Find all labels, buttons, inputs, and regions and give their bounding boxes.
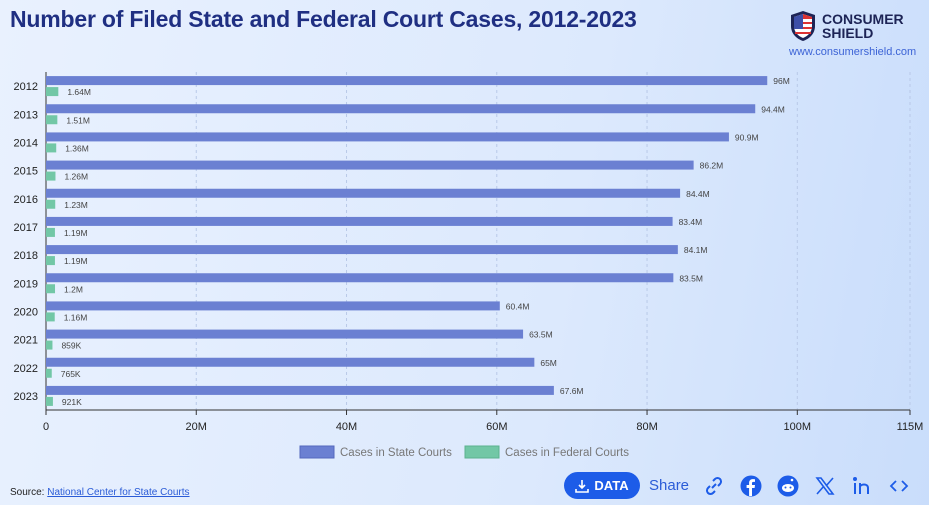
y-tick-label: 2020 — [14, 306, 38, 318]
state-data-label: 83.5M — [679, 273, 703, 283]
federal-data-label: 921K — [62, 397, 82, 407]
federal-bar — [46, 115, 58, 125]
reddit-icon[interactable] — [775, 473, 801, 499]
legend-swatch — [299, 445, 335, 459]
x-tick-label: 40M — [336, 421, 357, 433]
federal-data-label: 1.23M — [64, 200, 88, 210]
x-tick-label: 115M — [897, 421, 924, 433]
y-tick-label: 2015 — [14, 166, 38, 178]
x-tick-label: 80M — [636, 421, 657, 433]
source-note: Source: National Center for State Courts — [10, 487, 190, 498]
state-data-label: 67.6M — [560, 386, 584, 396]
state-bar — [46, 216, 673, 226]
state-data-label: 90.9M — [735, 132, 759, 142]
share-label: Share — [649, 477, 690, 494]
state-bar — [46, 104, 756, 114]
state-data-label: 94.4M — [761, 104, 785, 114]
state-data-label: 83.4M — [679, 217, 703, 227]
source-label: Source: — [10, 487, 45, 498]
y-tick-label: 2014 — [14, 137, 38, 149]
federal-bar — [46, 284, 56, 294]
federal-data-label: 765K — [61, 369, 81, 379]
federal-bar — [46, 199, 56, 209]
federal-data-label: 1.36M — [65, 143, 89, 153]
state-bar — [46, 357, 535, 367]
x-tick-label: 60M — [486, 421, 507, 433]
state-data-label: 86.2M — [700, 161, 724, 171]
x-tick-label: 20M — [186, 421, 207, 433]
federal-data-label: 1.26M — [64, 172, 88, 182]
chart-title: Number of Filed State and Federal Court … — [10, 6, 637, 32]
federal-bar — [46, 87, 59, 97]
state-bar — [46, 160, 694, 170]
download-data-button[interactable]: DATA — [564, 472, 640, 499]
legend-label: Cases in State Courts — [340, 447, 452, 459]
link-icon[interactable] — [701, 473, 727, 499]
logo-text-2: SHIELD — [822, 25, 874, 41]
state-bar — [46, 385, 554, 395]
federal-data-label: 859K — [61, 341, 81, 351]
x-tick-label: 100M — [784, 421, 812, 433]
x-icon[interactable] — [812, 473, 838, 499]
y-tick-label: 2016 — [14, 194, 38, 206]
shield-flag-icon — [791, 11, 815, 41]
embed-icon[interactable] — [886, 473, 912, 499]
y-tick-label: 2018 — [14, 250, 38, 262]
state-data-label: 63.5M — [529, 330, 553, 340]
source-link[interactable]: National Center for State Courts — [47, 487, 190, 498]
state-data-label: 96M — [773, 76, 790, 86]
consumershield-logo[interactable]: CONSUMER SHIELD — [790, 10, 904, 42]
state-bar — [46, 329, 524, 339]
federal-bar — [46, 227, 55, 237]
legend-swatch — [464, 445, 500, 459]
federal-bar — [46, 312, 55, 322]
federal-bar — [46, 143, 57, 153]
legend-label: Cases in Federal Courts — [505, 447, 629, 459]
state-data-label: 65M — [540, 358, 557, 368]
download-icon — [575, 479, 590, 493]
x-tick-label: 0 — [43, 421, 49, 433]
federal-data-label: 1.64M — [67, 87, 91, 97]
federal-bar — [46, 396, 53, 406]
federal-bar — [46, 340, 53, 350]
logo-text-1: CONSUMER — [822, 11, 904, 27]
federal-bar — [46, 368, 52, 378]
y-tick-label: 2023 — [14, 391, 38, 403]
y-tick-label: 2019 — [14, 278, 38, 290]
linkedin-icon[interactable] — [849, 473, 875, 499]
state-bar — [46, 301, 500, 311]
facebook-icon[interactable] — [738, 473, 764, 499]
federal-bar — [46, 171, 56, 181]
federal-data-label: 1.2M — [64, 284, 83, 294]
state-bar — [46, 245, 678, 255]
y-tick-label: 2013 — [14, 109, 38, 121]
logo-url[interactable]: www.consumershield.com — [789, 46, 917, 58]
data-button-label: DATA — [594, 478, 629, 493]
y-tick-label: 2012 — [14, 81, 38, 93]
state-bar — [46, 188, 681, 198]
state-data-label: 84.1M — [684, 245, 708, 255]
federal-data-label: 1.16M — [64, 312, 88, 322]
federal-data-label: 1.19M — [64, 256, 88, 266]
state-bar — [46, 76, 768, 86]
state-bar — [46, 273, 674, 283]
y-tick-label: 2022 — [14, 363, 38, 375]
state-data-label: 84.4M — [686, 189, 710, 199]
y-tick-label: 2021 — [14, 335, 38, 347]
federal-data-label: 1.19M — [64, 228, 88, 238]
y-tick-label: 2017 — [14, 222, 38, 234]
state-bar — [46, 132, 729, 142]
federal-bar — [46, 256, 55, 266]
bar-chart: 0 20M 40M 60M 80M 100M 115M 2012 96M 1.64M 2013 94.… — [14, 72, 924, 459]
state-data-label: 60.4M — [506, 301, 530, 311]
footer-actions: DATA Share — [564, 472, 923, 499]
federal-data-label: 1.51M — [66, 115, 90, 125]
